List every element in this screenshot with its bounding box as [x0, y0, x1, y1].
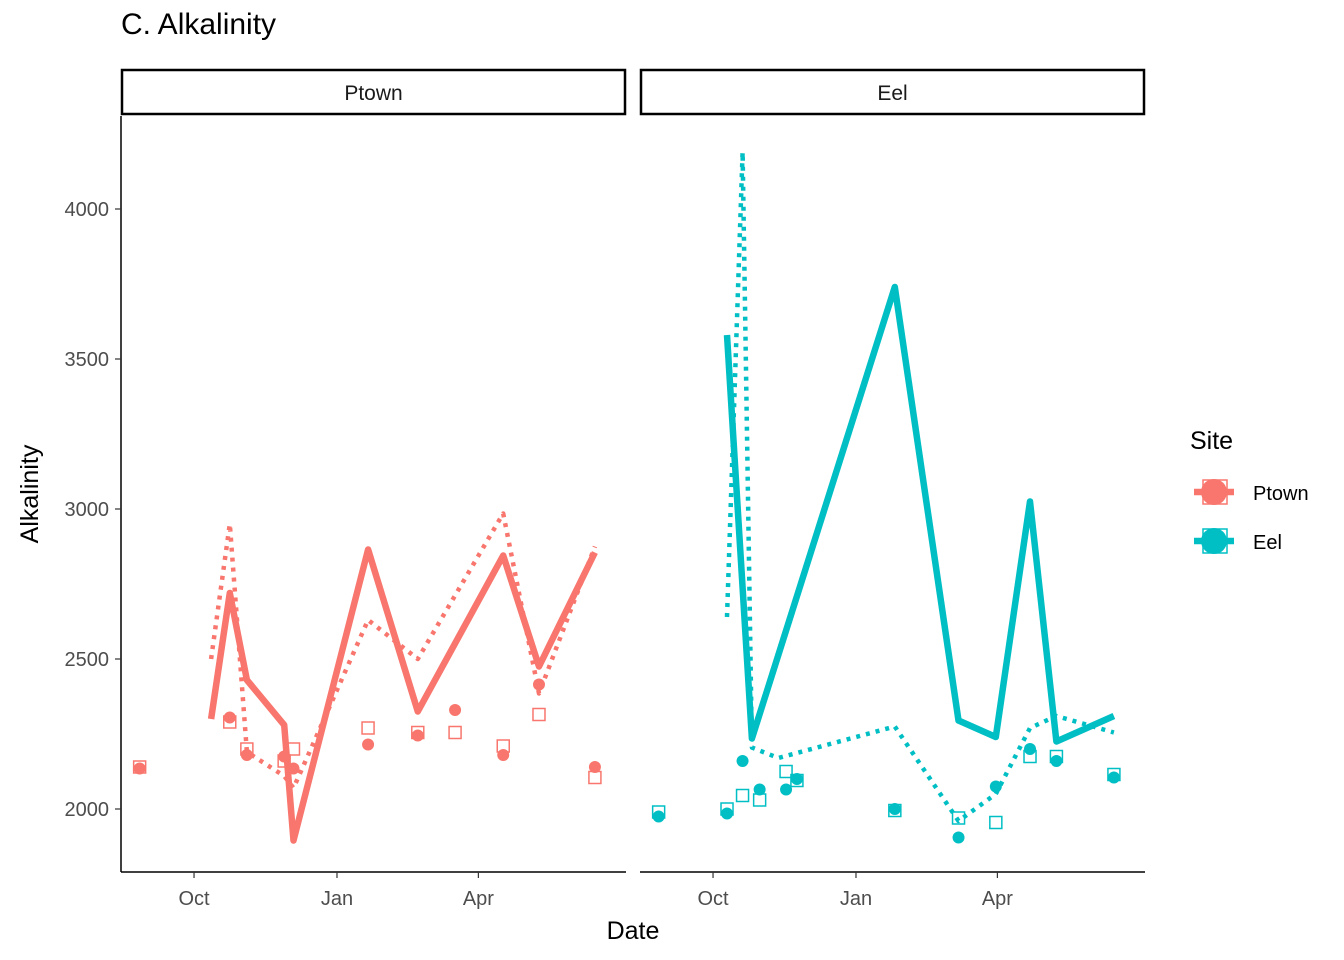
- legend-key: [1194, 479, 1234, 505]
- panel-ptown: Ptown Oct Jan Apr: [120, 68, 627, 910]
- circle-point: [240, 749, 253, 761]
- circle-point: [497, 749, 510, 761]
- x-tick-label: Apr: [463, 888, 494, 910]
- circle-point: [362, 738, 375, 751]
- legend-key: [1194, 528, 1234, 554]
- x-axis-title: Date: [607, 917, 660, 945]
- y-tick-label: 2500: [65, 649, 110, 671]
- circle-point: [989, 780, 1002, 793]
- circle-point: [888, 803, 901, 815]
- circle-point: [753, 783, 766, 796]
- solid-series-line: [723, 283, 1116, 745]
- circle-point: [780, 783, 793, 796]
- circle-point: [952, 831, 965, 844]
- square-point: [735, 788, 750, 803]
- y-tick-label: 2000: [65, 799, 110, 821]
- circle-point: [652, 810, 665, 823]
- x-tick-label: Jan: [321, 888, 353, 910]
- strip-box: [639, 68, 1146, 116]
- dotted-series-line: [724, 149, 1115, 824]
- circle-point: [721, 807, 734, 820]
- x-tick-label: Jan: [840, 888, 872, 910]
- legend-entry-label: Ptown: [1253, 483, 1309, 505]
- circle-point: [1024, 743, 1037, 755]
- y-tick-label: 3500: [65, 349, 110, 371]
- x-tick-label: Oct: [697, 888, 729, 910]
- solid-series-line: [207, 546, 598, 844]
- square-point: [286, 742, 301, 756]
- strip-box: [120, 68, 627, 116]
- strip-label: Ptown: [344, 82, 402, 105]
- circle-point: [588, 761, 601, 773]
- y-axis-title: Alkalinity: [16, 444, 44, 543]
- x-tick-label: Oct: [178, 888, 210, 910]
- chart-title: C. Alkalinity: [121, 8, 277, 41]
- circle-point: [449, 704, 462, 716]
- square-point: [361, 721, 375, 735]
- square-point: [752, 793, 767, 807]
- y-tick-label: 4000: [65, 199, 110, 221]
- circle-point: [287, 762, 300, 775]
- legend-key-circle: [1201, 528, 1227, 554]
- circle-point: [790, 773, 803, 785]
- square-point: [588, 770, 602, 785]
- circle-point: [411, 729, 424, 742]
- panel-eel: Eel Oct Jan Apr: [639, 68, 1146, 910]
- circle-point: [278, 750, 291, 763]
- circle-point: [532, 678, 545, 691]
- y-tick-label: 3000: [65, 499, 110, 521]
- legend-key-circle: [1201, 479, 1227, 505]
- square-point: [532, 707, 546, 722]
- legend-title: Site: [1190, 427, 1233, 455]
- square-point: [448, 725, 462, 740]
- legend: Site Ptown Eel: [1190, 427, 1309, 554]
- strip-label: Eel: [877, 82, 907, 105]
- circle-point: [736, 755, 749, 767]
- circle-point: [223, 711, 236, 724]
- circle-point: [133, 762, 146, 775]
- square-point: [951, 811, 966, 825]
- x-tick-label: Apr: [982, 888, 1013, 910]
- legend-entry-label: Eel: [1253, 532, 1282, 554]
- square-point: [779, 764, 793, 779]
- circle-point: [1050, 755, 1063, 767]
- square-point: [989, 815, 1003, 830]
- circle-point: [1107, 771, 1120, 784]
